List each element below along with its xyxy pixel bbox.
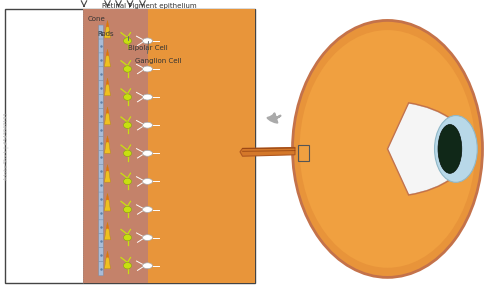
Text: Cone: Cone [88, 16, 108, 25]
Ellipse shape [142, 122, 152, 128]
Polygon shape [104, 165, 110, 182]
Ellipse shape [124, 38, 132, 44]
Ellipse shape [142, 263, 152, 269]
Ellipse shape [124, 94, 132, 100]
Ellipse shape [142, 178, 152, 184]
Polygon shape [106, 20, 109, 27]
Bar [82, 9, 148, 283]
Ellipse shape [438, 124, 462, 173]
Ellipse shape [124, 206, 132, 213]
Text: Adobe Stock | #543042193: Adobe Stock | #543042193 [3, 112, 9, 180]
Bar [5, 9, 255, 283]
Polygon shape [104, 20, 110, 38]
Ellipse shape [300, 30, 476, 268]
FancyBboxPatch shape [99, 25, 103, 39]
Polygon shape [106, 165, 109, 171]
Text: Ganglion Cell: Ganglion Cell [135, 41, 182, 64]
Polygon shape [104, 136, 110, 153]
FancyBboxPatch shape [99, 192, 103, 206]
FancyBboxPatch shape [99, 262, 103, 276]
FancyBboxPatch shape [99, 109, 103, 123]
FancyBboxPatch shape [99, 123, 103, 137]
Bar [298, 145, 308, 161]
Ellipse shape [124, 234, 132, 241]
Ellipse shape [142, 94, 152, 100]
FancyBboxPatch shape [99, 39, 103, 53]
Polygon shape [104, 49, 110, 67]
Polygon shape [106, 194, 109, 200]
FancyBboxPatch shape [99, 95, 103, 109]
Ellipse shape [142, 38, 152, 44]
Polygon shape [104, 194, 110, 211]
Polygon shape [106, 222, 109, 229]
Polygon shape [104, 78, 110, 96]
Ellipse shape [142, 207, 152, 213]
Polygon shape [240, 147, 295, 156]
Ellipse shape [292, 20, 482, 277]
FancyBboxPatch shape [99, 178, 103, 192]
Polygon shape [106, 78, 109, 85]
Polygon shape [106, 49, 109, 56]
Text: Bipolar Cell: Bipolar Cell [128, 36, 167, 51]
Ellipse shape [142, 150, 152, 156]
Ellipse shape [142, 66, 152, 72]
Text: Rods: Rods [98, 31, 114, 36]
Wedge shape [388, 103, 468, 194]
Ellipse shape [124, 178, 132, 185]
Ellipse shape [124, 263, 132, 269]
FancyBboxPatch shape [99, 220, 103, 234]
Ellipse shape [124, 150, 132, 157]
Polygon shape [104, 251, 110, 269]
FancyBboxPatch shape [99, 206, 103, 220]
Text: Retinal Pigment epithelium: Retinal Pigment epithelium [102, 3, 197, 12]
FancyBboxPatch shape [99, 136, 103, 150]
Ellipse shape [124, 66, 132, 72]
FancyBboxPatch shape [99, 150, 103, 164]
Polygon shape [106, 136, 109, 142]
Polygon shape [106, 251, 109, 258]
Ellipse shape [142, 235, 152, 241]
FancyBboxPatch shape [99, 164, 103, 178]
Polygon shape [104, 222, 110, 240]
Polygon shape [106, 107, 109, 113]
FancyBboxPatch shape [99, 248, 103, 262]
FancyArrowPatch shape [268, 113, 280, 123]
FancyBboxPatch shape [99, 234, 103, 248]
Ellipse shape [434, 116, 478, 182]
Ellipse shape [124, 122, 132, 128]
FancyBboxPatch shape [99, 53, 103, 67]
FancyBboxPatch shape [99, 81, 103, 95]
FancyBboxPatch shape [99, 67, 103, 81]
Bar [148, 9, 255, 283]
Polygon shape [104, 107, 110, 124]
